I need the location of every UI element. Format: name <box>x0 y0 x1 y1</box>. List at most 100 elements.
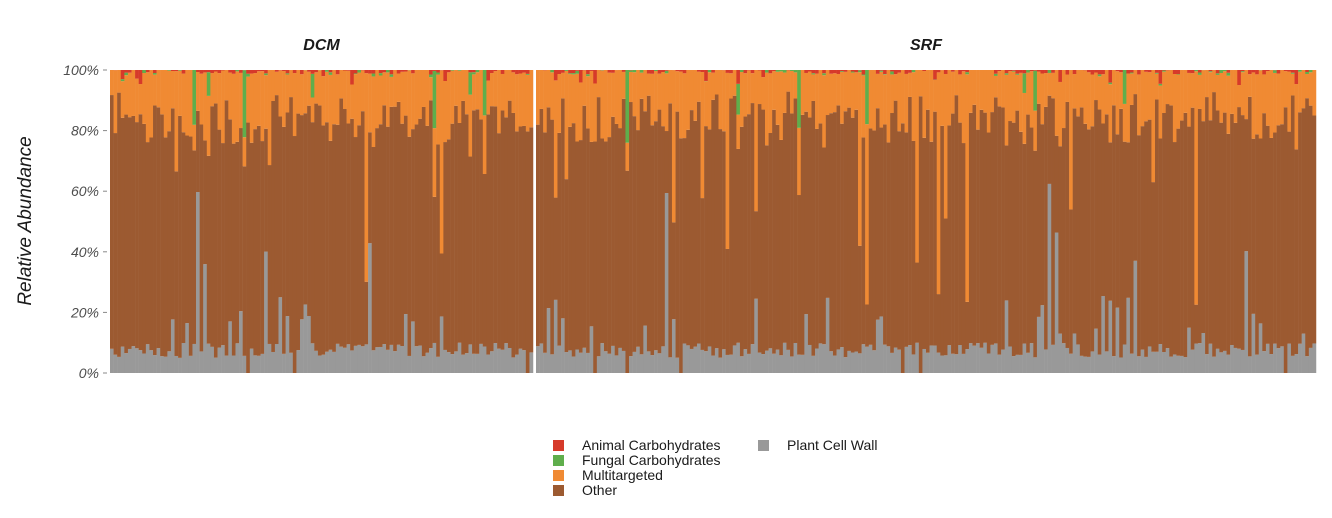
bar-segment-plant-cell-wall <box>747 353 751 373</box>
bar-segment-other <box>661 126 666 347</box>
bar-segment-other <box>815 128 819 349</box>
bar-segment-other <box>797 195 802 355</box>
bar-segment-multitargeted <box>865 124 869 305</box>
bar-segment-plant-cell-wall <box>1294 354 1299 373</box>
bar-segment-multitargeted <box>163 70 168 138</box>
bar-segment-multitargeted <box>586 76 590 129</box>
bar-segment-plant-cell-wall <box>196 192 200 373</box>
bar-segment-multitargeted <box>185 70 190 136</box>
bar-segment-plant-cell-wall <box>807 344 812 373</box>
bar-segment-animal-carbohydrates <box>586 70 590 75</box>
bar-segment-plant-cell-wall <box>461 354 466 373</box>
bar-segment-plant-cell-wall <box>1065 347 1070 373</box>
bar-segment-multitargeted <box>621 71 626 99</box>
bar-segment-multitargeted <box>1165 70 1170 105</box>
bar-segment-multitargeted <box>564 70 569 180</box>
bar-segment-plant-cell-wall <box>847 350 852 373</box>
bar-segment-other <box>1187 126 1192 328</box>
bar-segment-plant-cell-wall <box>618 347 623 373</box>
bar-segment-animal-carbohydrates <box>145 70 150 73</box>
bar-segment-plant-cell-wall <box>296 350 301 373</box>
bar-segment-plant-cell-wall <box>675 357 680 373</box>
bar-segment-multitargeted <box>954 70 959 96</box>
bar-segment-animal-carbohydrates <box>1255 70 1259 75</box>
bar-segment-plant-cell-wall <box>586 352 590 373</box>
bar-segment-multitargeted <box>722 70 726 132</box>
bar-segment-multitargeted <box>568 74 573 127</box>
bar-segment-plant-cell-wall <box>149 350 154 373</box>
bar-segment-multitargeted <box>174 71 179 172</box>
bar-segment-plant-cell-wall <box>1112 356 1116 373</box>
bar-segment-other <box>296 113 301 351</box>
bar-segment-plant-cell-wall <box>396 344 401 373</box>
bar-segment-multitargeted <box>886 70 891 143</box>
bar-segment-plant-cell-wall <box>800 354 805 373</box>
bar-segment-other <box>1054 135 1059 233</box>
bar-segment-other <box>314 103 319 351</box>
bar-segment-animal-carbohydrates <box>700 70 705 73</box>
bar-segment-plant-cell-wall <box>1154 351 1159 373</box>
bar-segment-other <box>1076 116 1081 345</box>
bar-segment-multitargeted <box>1061 70 1066 129</box>
bar-segment-other <box>221 143 225 346</box>
bar-segment-plant-cell-wall <box>375 347 380 373</box>
bar-segment-other <box>1133 94 1138 261</box>
bar-segment-fungal-carbohydrates <box>457 70 462 71</box>
bar-segment-other <box>1165 104 1170 349</box>
bar-segment-multitargeted <box>529 70 534 128</box>
bar-segment-other <box>1036 103 1041 317</box>
bar-segment-other <box>536 124 540 347</box>
bar-segment-multitargeted <box>1280 70 1285 125</box>
bar-segment-multitargeted <box>829 73 834 114</box>
bar-segment-plant-cell-wall <box>986 353 991 373</box>
bar-segment-plant-cell-wall <box>546 308 551 373</box>
bar-segment-fungal-carbohydrates <box>1004 73 1009 75</box>
bar-segment-other <box>153 105 157 356</box>
bar-segment-other <box>504 117 509 344</box>
bar-segment-other <box>875 108 880 320</box>
bar-segment-animal-carbohydrates <box>314 70 319 73</box>
bar-segment-plant-cell-wall <box>1047 183 1052 373</box>
bar-segment-plant-cell-wall <box>700 349 705 373</box>
bar-segment-other <box>307 105 311 317</box>
bar-segment-plant-cell-wall <box>475 353 480 373</box>
bar-segment-multitargeted <box>1158 85 1163 139</box>
bar-segment-other <box>811 100 816 356</box>
bar-segment-multitargeted <box>993 75 998 98</box>
bar-segment-plant-cell-wall <box>389 344 394 373</box>
y-tick-label: 100% <box>63 62 99 78</box>
bar-segment-multitargeted <box>926 70 930 110</box>
bar-segment-multitargeted <box>629 71 633 103</box>
bar-segment-plant-cell-wall <box>825 297 830 373</box>
bar-segment-animal-carbohydrates <box>879 70 884 71</box>
bar-segment-animal-carbohydrates <box>646 70 651 74</box>
bar-segment-other <box>1212 92 1217 357</box>
bar-segment-multitargeted <box>1219 73 1224 123</box>
bar-segment-other <box>750 103 755 345</box>
bar-segment-fungal-carbohydrates <box>1158 83 1163 86</box>
bar-segment-other <box>546 107 551 309</box>
bar-segment-plant-cell-wall <box>539 343 544 373</box>
bar-segment-fungal-carbohydrates <box>432 70 437 129</box>
bar-segment-other <box>149 137 154 351</box>
bar-segment-plant-cell-wall <box>500 349 505 373</box>
bar-segment-multitargeted <box>1255 74 1259 135</box>
bar-segment-animal-carbohydrates <box>1119 70 1124 73</box>
bar-segment-multitargeted <box>668 70 673 104</box>
bar-segment-plant-cell-wall <box>1212 356 1217 373</box>
bar-segment-plant-cell-wall <box>568 350 573 373</box>
bar-segment-other <box>618 128 623 348</box>
bar-segment-other <box>1033 150 1038 358</box>
bar-segment-other <box>1201 121 1206 334</box>
bar-segment-multitargeted <box>472 74 476 111</box>
bar-segment-animal-carbohydrates <box>832 70 837 74</box>
bar-segment-other <box>1208 120 1213 344</box>
bar-segment-multitargeted <box>578 82 583 141</box>
bar-segment-animal-carbohydrates <box>557 70 562 75</box>
bar-segment-multitargeted <box>1208 72 1213 121</box>
bar-segment-multitargeted <box>575 73 580 142</box>
bar-segment-multitargeted <box>1265 71 1270 126</box>
bar-segment-other <box>1147 119 1152 347</box>
bar-segment-animal-carbohydrates <box>1044 70 1048 74</box>
bar-segment-plant-cell-wall <box>578 352 583 373</box>
